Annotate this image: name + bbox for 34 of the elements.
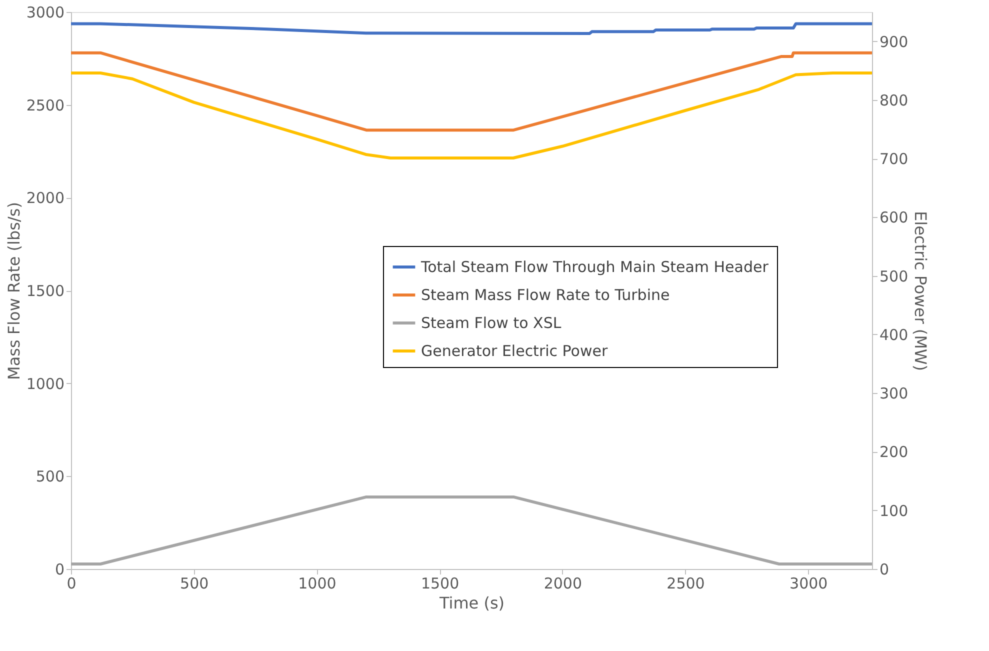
x-axis-title: Time (s) [438,594,505,612]
y-axis-title: Mass Flow Rate (lbs/s) [4,202,24,380]
legend-label: Steam Flow to XSL [421,314,562,332]
legend-label: Total Steam Flow Through Main Steam Header [420,258,770,276]
x-tick-label: 1500 [420,574,460,592]
y-tick-label: 1000 [26,374,64,393]
y-tick-label: 0 [54,560,64,578]
line-series [70,51,874,132]
x-tick-label: 2500 [666,574,705,592]
y2-tick-label: 300 [880,384,908,403]
x-tick-label: 500 [180,574,209,592]
x-tick-label: 0 [66,574,76,592]
y2-axis-title: Electric Power (MW) [911,211,930,371]
y2-tick-label: 700 [880,150,908,168]
x-tick-label: 1000 [298,574,336,592]
y-tick-label: 2000 [26,189,64,208]
y2-tick-label: 0 [880,560,890,578]
legend-label: Steam Mass Flow Rate to Turbine [421,286,670,304]
line-series [70,22,874,36]
y-tick-label: 500 [36,468,64,486]
y2-tick-label: 100 [880,502,908,520]
y-tick-label: 1500 [26,282,64,300]
legend-label: Generator Electric Power [421,342,608,360]
y-tick-label: 2500 [26,96,64,114]
y-tick-label: 3000 [26,4,64,22]
y2-tick-label: 600 [880,208,908,227]
y2-tick-label: 400 [880,326,908,344]
y2-tick-label: 800 [880,91,908,110]
x-tick-label: 3000 [790,574,828,592]
y2-tick-label: 900 [880,32,908,51]
x-tick-label: 2000 [544,574,582,592]
line-series [70,71,874,160]
y2-tick-label: 200 [880,443,908,462]
y2-tick-label: 500 [880,267,908,286]
